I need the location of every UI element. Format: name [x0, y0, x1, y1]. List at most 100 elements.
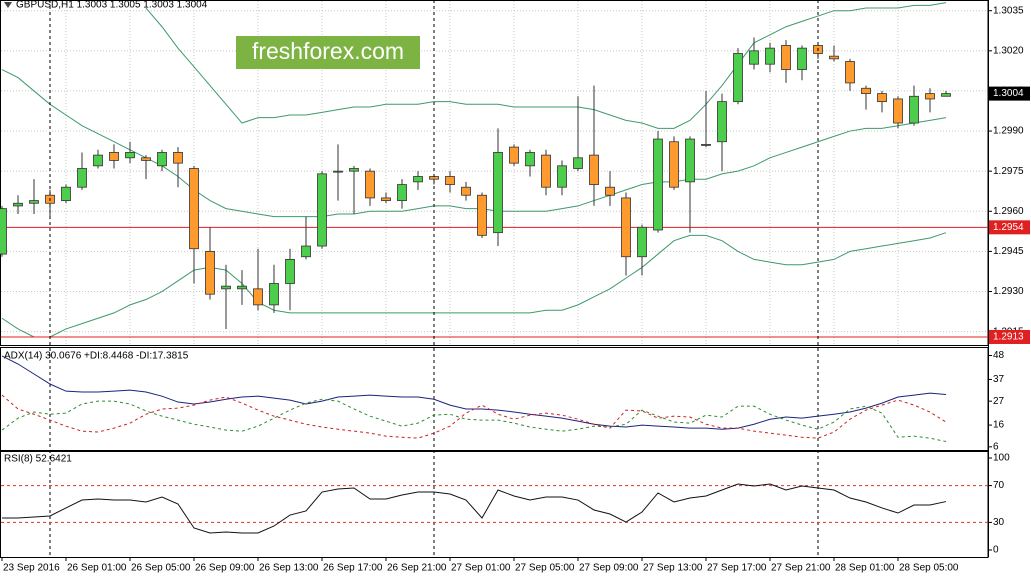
y-tick-label: 1.3020 — [993, 45, 1024, 56]
last-price-box — [989, 86, 1030, 101]
candle-body — [829, 55, 839, 60]
candle-body — [381, 197, 391, 201]
x-tick-label: 26 Sep 01:00 — [67, 563, 127, 574]
candle-body — [125, 152, 135, 159]
x-tick-label: 27 Sep 17:00 — [707, 563, 767, 574]
y-tick-label: 37 — [993, 374, 1005, 385]
candle-body — [349, 168, 359, 172]
candle-body — [221, 285, 231, 290]
series-line — [1, 232, 947, 338]
y-tick-label: 0 — [993, 545, 999, 556]
level-label: 1.2954 — [993, 222, 1024, 233]
x-tick-label: 28 Sep 01:00 — [835, 563, 895, 574]
panel-title: ADX(14) 30.0676 +DI:8.4468 -DI:17.3815 — [4, 351, 189, 362]
x-tick-label: 26 Sep 17:00 — [323, 563, 383, 574]
y-tick-label: 27 — [993, 396, 1005, 407]
x-tick-label: 27 Sep 01:00 — [451, 563, 511, 574]
candle-body — [13, 202, 23, 207]
watermark: freshforex.com — [252, 38, 404, 64]
candle-body — [877, 93, 887, 103]
candle-body — [173, 152, 183, 164]
series-line — [1, 398, 947, 442]
last-price-label: 1.3004 — [993, 88, 1024, 99]
candle-body — [797, 47, 807, 70]
y-tick-label: 1.2930 — [993, 286, 1024, 297]
candle-body — [605, 186, 615, 196]
candle-body — [317, 173, 327, 247]
watermark-box — [236, 36, 420, 69]
candle-body — [333, 170, 343, 173]
y-tick-label: 1.2945 — [993, 246, 1024, 257]
candle-body — [701, 144, 711, 146]
candle-body — [765, 47, 775, 65]
candle-body — [557, 165, 567, 188]
candle-body — [925, 93, 935, 100]
x-tick-label: 26 Sep 09:00 — [195, 563, 255, 574]
candle-body — [717, 101, 727, 143]
x-tick-label: 27 Sep 13:00 — [643, 563, 703, 574]
candle-body — [685, 138, 695, 183]
candle-body — [285, 259, 295, 284]
y-tick-label: 1.2960 — [993, 206, 1024, 217]
candle-body — [541, 154, 551, 188]
candle-body — [445, 176, 455, 185]
candle-body — [509, 146, 519, 164]
candle-body — [477, 194, 487, 236]
candle-body — [941, 93, 951, 97]
candle-body — [893, 98, 903, 124]
panel-title: GBPUSD,H1 1.3003 1.3005 1.3003 1.3004 — [16, 0, 208, 11]
x-tick-label: 23 Sep 2016 — [3, 563, 60, 574]
y-tick-label: 48 — [993, 350, 1005, 361]
panel-title: RSI(8) 52.6421 — [4, 454, 72, 465]
candle-body — [365, 170, 375, 199]
series-line — [1, 394, 947, 439]
candle-body — [157, 152, 167, 167]
x-tick-label: 28 Sep 05:00 — [899, 563, 959, 574]
y-tick-label: 1.3035 — [993, 5, 1024, 16]
candle-body — [61, 186, 71, 201]
candle-body — [253, 288, 263, 306]
candle-body — [237, 285, 247, 290]
candle-body — [573, 157, 583, 169]
x-tick-label: 26 Sep 05:00 — [131, 563, 191, 574]
x-tick-label: 27 Sep 09:00 — [579, 563, 639, 574]
candle-body — [733, 53, 743, 103]
y-tick-label: 6 — [993, 441, 999, 452]
y-tick-label: 70 — [993, 480, 1005, 491]
title-icon — [4, 2, 12, 8]
y-tick-label: 1.2990 — [993, 126, 1024, 137]
candle-body — [749, 50, 759, 65]
candle-body — [621, 197, 631, 258]
x-tick-label: 27 Sep 21:00 — [771, 563, 831, 574]
candle-body — [141, 157, 151, 161]
x-tick-label: 26 Sep 21:00 — [387, 563, 447, 574]
candle-body — [0, 208, 7, 255]
y-tick-label: 100 — [993, 453, 1010, 464]
candle-body — [189, 168, 199, 250]
candle-body — [461, 186, 471, 196]
candle-body — [589, 154, 599, 185]
candle-body — [29, 200, 39, 204]
candle-body — [669, 141, 679, 188]
x-tick-label: 26 Sep 13:00 — [259, 563, 319, 574]
series-line — [2, 483, 947, 534]
candle-body — [205, 250, 215, 295]
series-line — [145, 2, 947, 129]
candle-body — [861, 87, 871, 95]
level-label-box — [989, 329, 1030, 344]
candle-body — [653, 138, 663, 231]
y-tick-label: 1.2975 — [993, 166, 1024, 177]
candle-body — [845, 61, 855, 84]
x-tick-label: 27 Sep 05:00 — [515, 563, 575, 574]
level-label: 1.2913 — [993, 332, 1024, 343]
candle-body — [109, 152, 119, 161]
candle-body — [413, 176, 423, 183]
candle-body — [269, 283, 279, 306]
candle-body — [909, 95, 919, 124]
candle-body — [301, 245, 311, 258]
candle-body — [493, 152, 503, 234]
y-tick-label: 16 — [993, 420, 1005, 431]
